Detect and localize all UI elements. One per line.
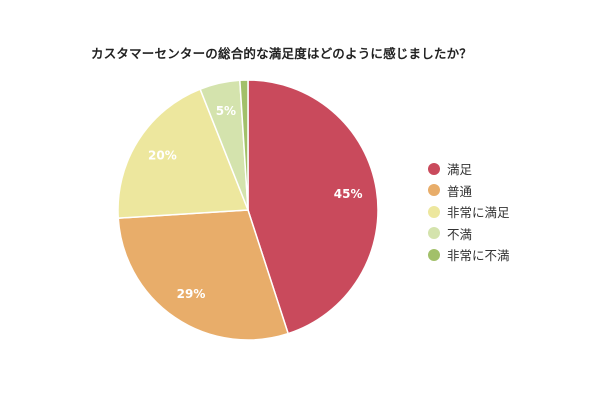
legend-item-4: 不満 <box>428 223 510 245</box>
legend-item-5: 非常に不満 <box>428 244 510 266</box>
legend-label: 満足 <box>447 162 473 178</box>
pie-slice-2 <box>117 209 290 341</box>
pie-slice-label-2: 29% <box>177 287 206 301</box>
legend-item-2: 普通 <box>428 180 510 202</box>
legend-label: 非常に満足 <box>447 205 510 221</box>
pie-slice-1 <box>247 79 379 335</box>
pie-slice-3 <box>117 88 250 219</box>
legend-swatch <box>428 227 440 240</box>
chart-legend: 満足普通非常に満足不満非常に不満 <box>428 158 510 266</box>
legend-swatch <box>428 248 440 261</box>
legend-swatch <box>428 205 440 218</box>
pie-slices <box>117 79 379 341</box>
pie-slice-label-1: 45% <box>334 187 363 201</box>
pie-slice-labels: 45% 29% 20% 5% <box>148 104 363 301</box>
legend-label: 非常に不満 <box>447 248 510 264</box>
legend-label: 普通 <box>447 183 473 199</box>
legend-item-3: 非常に満足 <box>428 201 510 223</box>
pie-slice-label-4: 5% <box>216 104 236 118</box>
legend-swatch <box>428 184 440 197</box>
legend-item-1: 満足 <box>428 158 510 180</box>
chart-title: カスタマーセンターの総合的な満足度はどのように感じましたか？ <box>91 46 473 61</box>
pie-slice-5 <box>239 79 249 211</box>
pie-slice-label-3: 20% <box>148 149 177 163</box>
legend-label: 不満 <box>447 226 473 242</box>
legend-swatch <box>428 162 440 175</box>
